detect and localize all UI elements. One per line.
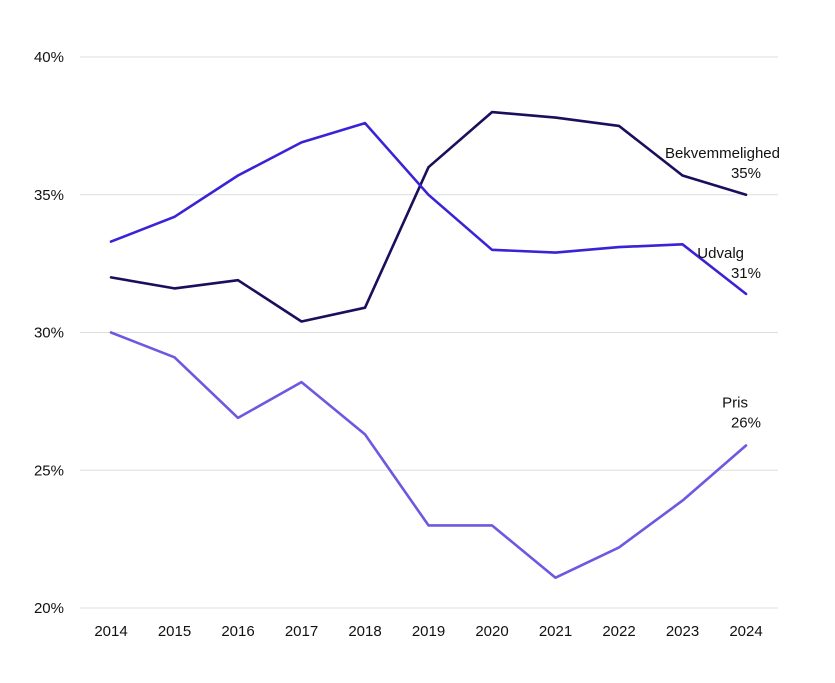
series-value-label: 31% [731,265,761,282]
x-tick-label: 2023 [666,623,699,640]
series-name-label: Udvalg [697,245,744,262]
series-name-label: Pris [722,394,748,411]
series-line-bekvemmelighed [109,110,748,323]
x-tick-label: 2019 [412,623,445,640]
series-value-label: 35% [731,165,761,182]
gridlines [80,56,778,609]
y-tick-label: 35% [34,187,64,204]
series-name-label: Bekvemmelighed [665,145,780,162]
x-tick-label: 2020 [475,623,508,640]
y-tick-label: 40% [34,49,64,66]
series-lines [109,110,748,580]
series-value-label: 26% [731,414,761,431]
series-labels: Bekvemmelighed 35% Udvalg 31% Pris 26% [665,145,780,432]
y-tick-label: 20% [34,600,64,617]
x-tick-label: 2024 [729,623,762,640]
series-line-udvalg [109,121,748,296]
x-tick-label: 2016 [221,623,254,640]
y-tick-label: 25% [34,462,64,479]
x-axis-ticks: 2014 2015 2016 2017 2018 2019 2020 2021 2022 2023… [94,623,762,640]
x-tick-label: 2015 [158,623,191,640]
series-line-pris [109,331,748,580]
x-tick-label: 2018 [348,623,381,640]
x-tick-label: 2021 [539,623,572,640]
x-tick-label: 2017 [285,623,318,640]
y-tick-label: 30% [34,325,64,342]
y-axis-ticks: 20% 25% 30% 35% 40% [34,49,64,617]
x-tick-label: 2014 [94,623,127,640]
x-tick-label: 2022 [602,623,635,640]
